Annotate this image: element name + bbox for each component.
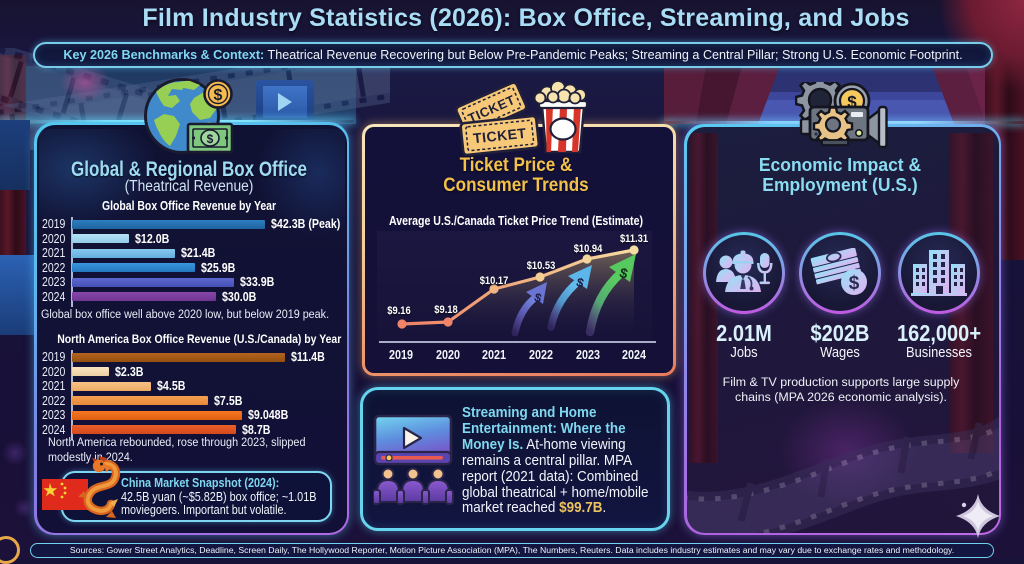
svg-text:$: $ [849,273,860,294]
svg-text:$: $ [533,290,544,305]
svg-text:TICKET: TICKET [472,125,527,147]
svg-text:$: $ [575,275,586,290]
svg-text:$: $ [214,87,223,104]
svg-text:$: $ [847,93,857,112]
svg-text:$: $ [207,132,214,146]
